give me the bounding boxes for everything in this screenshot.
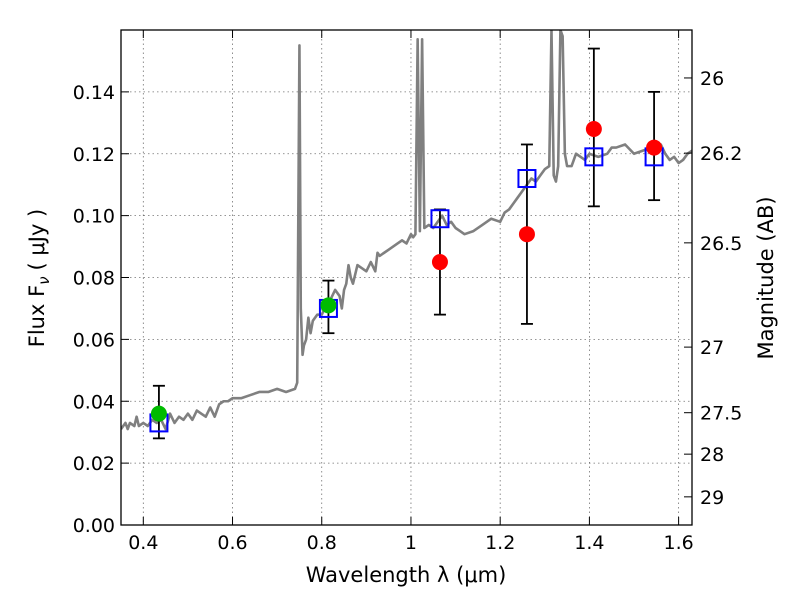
y2-tick-label: 27 [700,337,724,359]
tick-layer: 0.4 0.6 0.8 1 1.2 1.4 1.6 0.00 0.02 0.04 0.06 0.08 0… [73,30,742,554]
optical-point [150,405,167,422]
x-tick-label: 1.6 [664,532,694,554]
y-tick-label: 0.14 [73,82,115,104]
x-tick-label: 0.6 [217,532,247,554]
observed-point [431,254,448,271]
x-axis-label: Wavelength λ (μm) [306,563,507,587]
observed-point [518,226,535,243]
y2-tick-label: 29 [700,487,724,509]
spectrum-line [121,30,692,431]
y-axis-label: Flux Fν ( μJy ) [25,209,53,348]
observed-point [585,121,602,137]
model-point [517,169,537,188]
y-tick-label: 0.06 [73,329,115,351]
x-tick-label: 0.4 [128,532,158,554]
y-tick-label: 0.12 [73,144,115,166]
y2-tick-label: 26 [700,68,724,90]
grid-layer [121,30,692,526]
y-axis-label-unit: ( μJy ) [25,209,49,271]
y2-axis-label: Magnitude (AB) [754,196,778,359]
y2-tick-label: 27.5 [700,403,742,425]
x-tick-label: 1.2 [485,532,515,554]
y2-tick-label: 28 [700,444,724,466]
model-point [430,209,450,229]
svg-text:Flux Fν( μJy ): Flux Fν ( μJy ) [25,209,53,348]
x-tick-label: 1 [405,532,417,554]
y-tick-label: 0.08 [73,268,115,290]
observed-point [646,139,663,156]
data-layer [121,30,692,440]
y2-tick-label: 26.2 [700,143,742,165]
y2-tick-label: 26.5 [700,233,742,255]
y-axis-label-main: Flux F [25,285,49,347]
optical-point [320,297,337,314]
model-point [584,147,604,167]
x-tick-label: 0.8 [307,532,337,554]
y-tick-label: 0.00 [73,515,115,537]
y-axis-label-sub: ν [35,276,53,284]
x-tick-label: 1.4 [574,532,604,554]
y-tick-label: 0.02 [73,453,115,475]
y-tick-label: 0.10 [73,206,115,228]
y-tick-label: 0.04 [73,391,115,413]
